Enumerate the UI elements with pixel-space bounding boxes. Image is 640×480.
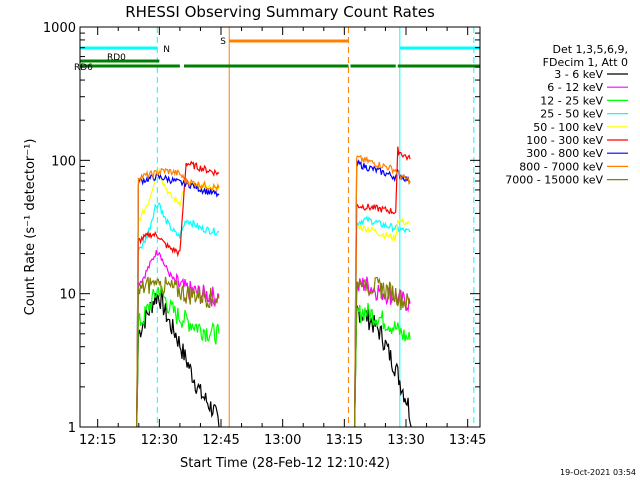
legend-entry-1: 6 - 12 keV	[547, 81, 603, 94]
flag-label-s: S	[220, 37, 226, 47]
x-tick-label-0: 12:15	[79, 433, 116, 448]
x-tick-label-5: 13:30	[387, 433, 424, 448]
flag-label-rd6: RD6	[74, 63, 93, 73]
flag-bars: N S RD0 RD6	[74, 37, 480, 73]
x-tick-label-2: 12:45	[202, 433, 239, 448]
y-tick-label-2: 100	[51, 154, 76, 169]
series-line-12-25-kev-1	[354, 303, 411, 427]
series-line-25-50-kev-1	[354, 215, 411, 427]
series-line-12-25-kev-0	[136, 285, 220, 427]
chart-title: RHESSI Observing Summary Count Rates	[125, 3, 435, 21]
series-2	[136, 285, 411, 427]
x-axis: 12:15 12:30 12:45 13:00 13:15 13:30 13:45	[79, 27, 486, 448]
plot-area: N S RD0 RD6	[74, 26, 481, 428]
flag-label-rd0: RD0	[107, 53, 126, 63]
series-line-800-7000-kev-1	[354, 154, 411, 427]
series-line-100-300-kev-1	[354, 146, 411, 427]
x-tick-label-1: 12:30	[141, 433, 178, 448]
legend-entry-3: 25 - 50 keV	[540, 108, 603, 121]
series-line-6-12-kev-1	[354, 276, 411, 427]
series-line-800-7000-kev-0	[136, 167, 220, 427]
legend-entry-6: 300 - 800 keV	[526, 147, 603, 160]
generation-timestamp: 19-Oct-2021 03:54	[560, 468, 636, 477]
x-tick-label-4: 13:15	[326, 433, 363, 448]
series-line-25-50-kev-0	[136, 202, 220, 427]
marker-lines	[156, 27, 475, 427]
legend-entry-0: 3 - 6 keV	[554, 68, 603, 81]
legend-entry-5: 100 - 300 keV	[526, 134, 603, 147]
y-tick-label-3: 1000	[43, 21, 76, 36]
y-axis: 1 10 100 1000	[43, 21, 480, 436]
legend-entry-4: 50 - 100 keV	[533, 121, 603, 134]
plot-frame	[79, 26, 481, 428]
series-line-100-300-kev-0	[136, 160, 220, 427]
series-line-7000-15000-kev-0	[136, 276, 220, 427]
series-line-300-800-kev-0	[136, 173, 220, 427]
legend-entry-2: 12 - 25 keV	[540, 94, 603, 107]
x-tick-label-6: 13:45	[449, 433, 486, 448]
y-axis-label: Count Rate (s⁻¹ detector⁻¹)	[23, 139, 38, 316]
series-7	[136, 154, 411, 427]
series-line-3-6-kev-0	[136, 290, 220, 427]
series-line-7000-15000-kev-1	[354, 276, 411, 427]
series-5	[136, 146, 411, 427]
series-line-50-100-kev-1	[354, 216, 411, 427]
x-axis-label: Start Time (28-Feb-12 12:10:42)	[180, 456, 390, 471]
legend-entry-8: 7000 - 15000 keV	[505, 174, 603, 187]
series-8	[136, 276, 411, 427]
y-tick-label-1: 10	[59, 288, 76, 303]
legend-header-line-1: Det 1,3,5,6,9,	[552, 43, 628, 56]
series-3	[136, 202, 411, 427]
legend-header-line-2: FDecim 1, Att 0	[543, 56, 628, 69]
legend-entry-7: 800 - 7000 keV	[519, 160, 603, 173]
x-tick-label-3: 13:00	[264, 433, 301, 448]
y-tick-label-0: 1	[68, 421, 76, 436]
legend: Det 1,3,5,6,9, FDecim 1, Att 0 3 - 6 keV…	[505, 43, 628, 187]
flag-label-n: N	[163, 45, 170, 55]
series-layer	[136, 146, 413, 427]
